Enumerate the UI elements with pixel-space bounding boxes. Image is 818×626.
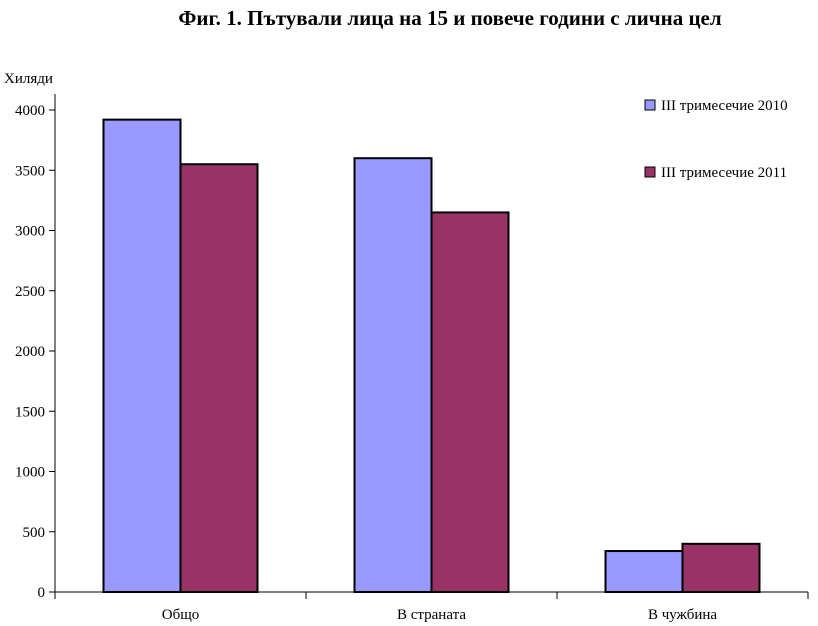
- x-category-label: Общо: [162, 607, 200, 623]
- y-axis-unit-label: Хиляди: [4, 71, 53, 87]
- bar-1-1: [102, 118, 182, 593]
- y-tick-label: 1500: [15, 404, 45, 420]
- legend-label-2: III тримесечие 2011: [661, 165, 787, 181]
- bar-1-3: [604, 550, 684, 594]
- y-tick-label: 2500: [15, 284, 45, 300]
- bar-2-3: [681, 542, 761, 593]
- y-tick-label: 500: [23, 525, 46, 541]
- bar-1-2: [353, 157, 433, 593]
- y-tick-label: 1000: [15, 465, 45, 481]
- x-category-label: В страната: [397, 607, 466, 623]
- chart-title: Фиг. 1. Пътували лица на 15 и повече год…: [178, 6, 722, 30]
- legend-swatch-2: [644, 166, 656, 178]
- legend-swatch-1: [644, 99, 656, 111]
- y-tick-label: 3500: [15, 163, 45, 179]
- legend: III тримесечие 2010 III тримесечие 2011: [644, 98, 788, 181]
- y-tick-label: 0: [38, 585, 46, 601]
- y-tick-label: 2000: [15, 344, 45, 360]
- bar-2-2: [430, 211, 510, 594]
- x-category-label: В чужбина: [648, 607, 717, 623]
- legend-label-1: III тримесечие 2010: [661, 98, 788, 114]
- y-tick-label: 4000: [15, 103, 45, 119]
- bar-2-1: [179, 163, 259, 593]
- y-tick-label: 3000: [15, 224, 45, 240]
- axes-group: 0 500 1000 1500 2000 2500 3000 3500 4000 Общо В ст…: [15, 94, 809, 623]
- bars-group: [102, 118, 761, 594]
